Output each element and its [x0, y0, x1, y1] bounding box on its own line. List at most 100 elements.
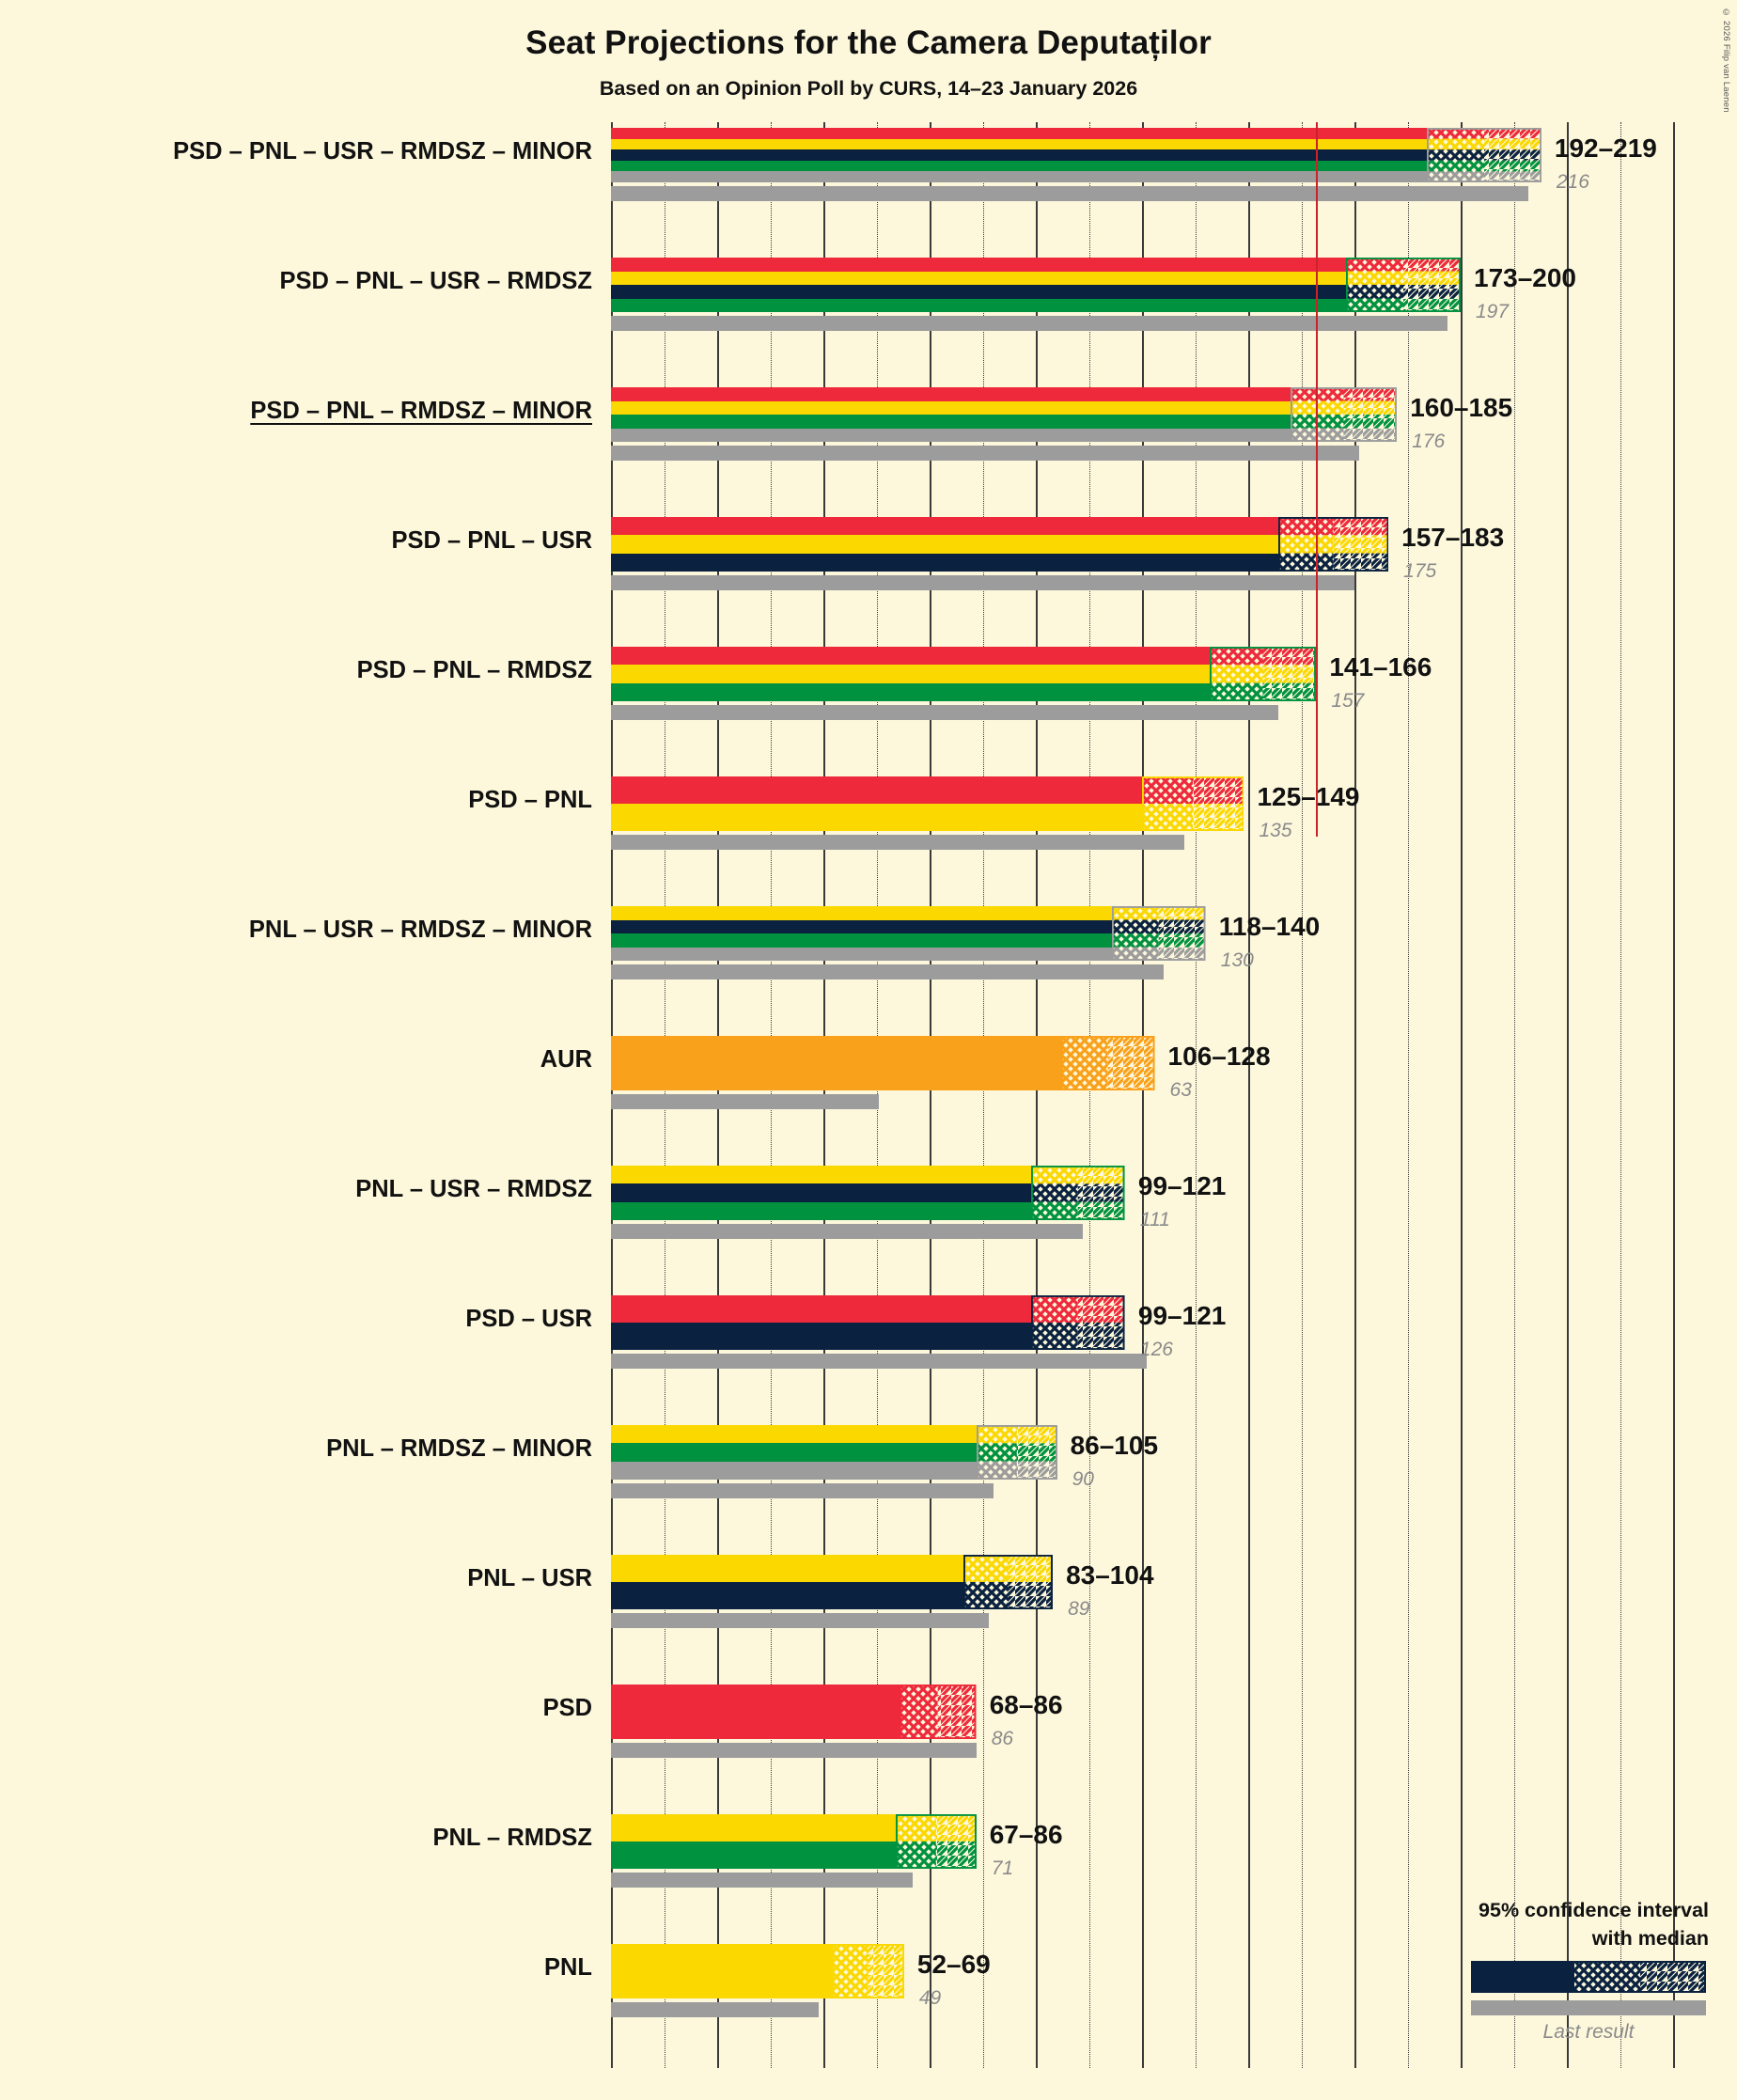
row-label: PNL – RMDSZ – MINOR — [326, 1435, 592, 1462]
party-stripe-usr — [611, 1323, 1032, 1350]
last-result-bar — [611, 1613, 990, 1628]
row-label: PNL – USR — [467, 1565, 592, 1591]
last-result-bar — [611, 1354, 1147, 1369]
confidence-interval-region — [832, 1944, 904, 1998]
last-result-bar — [611, 1873, 913, 1888]
projection-bar — [611, 647, 1211, 701]
gridline-200 — [1461, 122, 1463, 2068]
last-result-label: 71 — [991, 1857, 1014, 1879]
confidence-interval-label: 86–105 — [1070, 1431, 1159, 1460]
row-label: PSD – PNL – USR — [391, 527, 592, 554]
confidence-interval-region — [1210, 647, 1317, 701]
party-stripe-pnl — [611, 665, 1211, 683]
legend-line-1: 95% confidence interval — [1479, 1899, 1709, 1921]
confidence-interval-region — [900, 1685, 977, 1739]
party-stripe-rmdsz — [611, 682, 1211, 701]
confidence-interval-label: 68–86 — [989, 1690, 1063, 1719]
party-stripe-psd — [611, 1295, 1032, 1323]
confidence-interval-region — [1031, 1166, 1125, 1220]
gridline-250 — [1673, 122, 1675, 2068]
projection-bar — [611, 128, 1427, 182]
party-stripe-pnl — [611, 1944, 833, 1998]
projection-bar — [611, 776, 1142, 831]
party-stripe-pnl — [611, 271, 1346, 285]
confidence-interval-region — [963, 1555, 1054, 1609]
last-result-bar — [611, 1483, 994, 1498]
confidence-interval-label: 141–166 — [1329, 652, 1432, 682]
confidence-interval-label: 160–185 — [1410, 393, 1513, 422]
confidence-interval-label: 99–121 — [1137, 1301, 1227, 1330]
projection-bar — [611, 1295, 1032, 1350]
last-result-bar — [611, 835, 1185, 850]
row-label: PNL – RMDSZ — [432, 1825, 592, 1851]
party-stripe-pnl — [611, 535, 1278, 554]
gridline-175 — [1354, 122, 1356, 2068]
confidence-interval-label: 83–104 — [1066, 1560, 1154, 1590]
party-stripe-minor — [611, 947, 1113, 961]
page-title: Seat Projections for the Camera Deputați… — [525, 24, 1212, 61]
party-stripe-rmdsz — [611, 1443, 977, 1462]
party-stripe-usr — [611, 285, 1346, 299]
gridline-187.5 — [1407, 122, 1409, 2068]
legend-last-result-label: Last result — [1542, 2021, 1635, 2043]
last-result-label: 197 — [1476, 301, 1510, 322]
party-stripe-psd — [611, 387, 1291, 401]
row-label: PSD – PNL – USR – RMDSZ — [279, 268, 592, 294]
last-result-label: 89 — [1068, 1598, 1090, 1620]
party-stripe-usr — [611, 553, 1278, 572]
legend-line-2: with median — [1591, 1927, 1709, 1950]
party-stripe-pnl — [611, 1814, 896, 1841]
projection-bar — [611, 1036, 1062, 1090]
party-stripe-psd — [611, 128, 1427, 139]
confidence-interval-region — [1142, 776, 1244, 831]
last-result-label: 49 — [918, 1987, 942, 2009]
last-result-bar — [611, 1224, 1083, 1239]
row-label: PSD – PNL – USR – RMDSZ – MINOR — [173, 138, 592, 165]
projection-bar — [611, 906, 1113, 961]
row-label: PNL – USR – RMDSZ — [355, 1176, 592, 1202]
party-stripe-rmdsz — [611, 298, 1346, 312]
last-result-bar — [611, 705, 1278, 720]
copyright-notice: © 2026 Filip van Laenen — [1721, 8, 1731, 113]
gridline-162.5 — [1301, 122, 1303, 2068]
last-result-label: 111 — [1139, 1209, 1170, 1230]
last-result-bar — [611, 316, 1448, 331]
plot-area: PSD – PNL – USR – RMDSZ – MINOR 192–219 21… — [173, 122, 1675, 2068]
projection-bar — [611, 1166, 1032, 1220]
confidence-interval-region — [1031, 1295, 1125, 1350]
gridline-75 — [930, 122, 931, 2068]
projection-bar — [611, 517, 1278, 572]
confidence-interval-region — [1061, 1036, 1155, 1090]
party-stripe-rmdsz — [611, 1201, 1032, 1220]
last-result-label: 157 — [1331, 690, 1365, 712]
row-label: PSD – PNL – RMDSZ — [356, 657, 592, 683]
legend-last-result-swatch — [1471, 2000, 1706, 2015]
confidence-interval-label: 106–128 — [1167, 1042, 1271, 1071]
last-result-bar — [611, 446, 1359, 461]
last-result-label: 175 — [1403, 560, 1437, 582]
party-stripe-aur — [611, 1036, 1062, 1090]
confidence-interval-region — [1426, 128, 1541, 182]
confidence-interval-label: 125–149 — [1257, 782, 1360, 811]
projection-bar — [611, 1555, 964, 1609]
last-result-label: 135 — [1259, 820, 1292, 841]
projection-bar — [611, 258, 1346, 312]
party-stripe-usr — [611, 919, 1113, 933]
gridline-137.5 — [1195, 122, 1197, 2068]
legend-confidence-swatch — [1471, 1961, 1706, 1993]
projection-bar — [611, 1685, 900, 1739]
last-result-bar — [611, 964, 1164, 979]
last-result-label: 63 — [1169, 1079, 1192, 1101]
confidence-interval-region — [895, 1814, 977, 1869]
confidence-interval-label: 67–86 — [989, 1820, 1063, 1849]
last-result-bar — [611, 1094, 879, 1109]
last-result-label: 90 — [1072, 1468, 1094, 1490]
row-label: PSD — [542, 1695, 592, 1721]
row-label: PSD – PNL — [468, 787, 592, 813]
party-stripe-rmdsz — [611, 1841, 896, 1869]
projection-bar — [611, 1425, 977, 1480]
party-stripe-pnl — [611, 804, 1142, 831]
last-result-label: 130 — [1220, 949, 1254, 971]
party-stripe-pnl — [611, 1166, 1032, 1184]
